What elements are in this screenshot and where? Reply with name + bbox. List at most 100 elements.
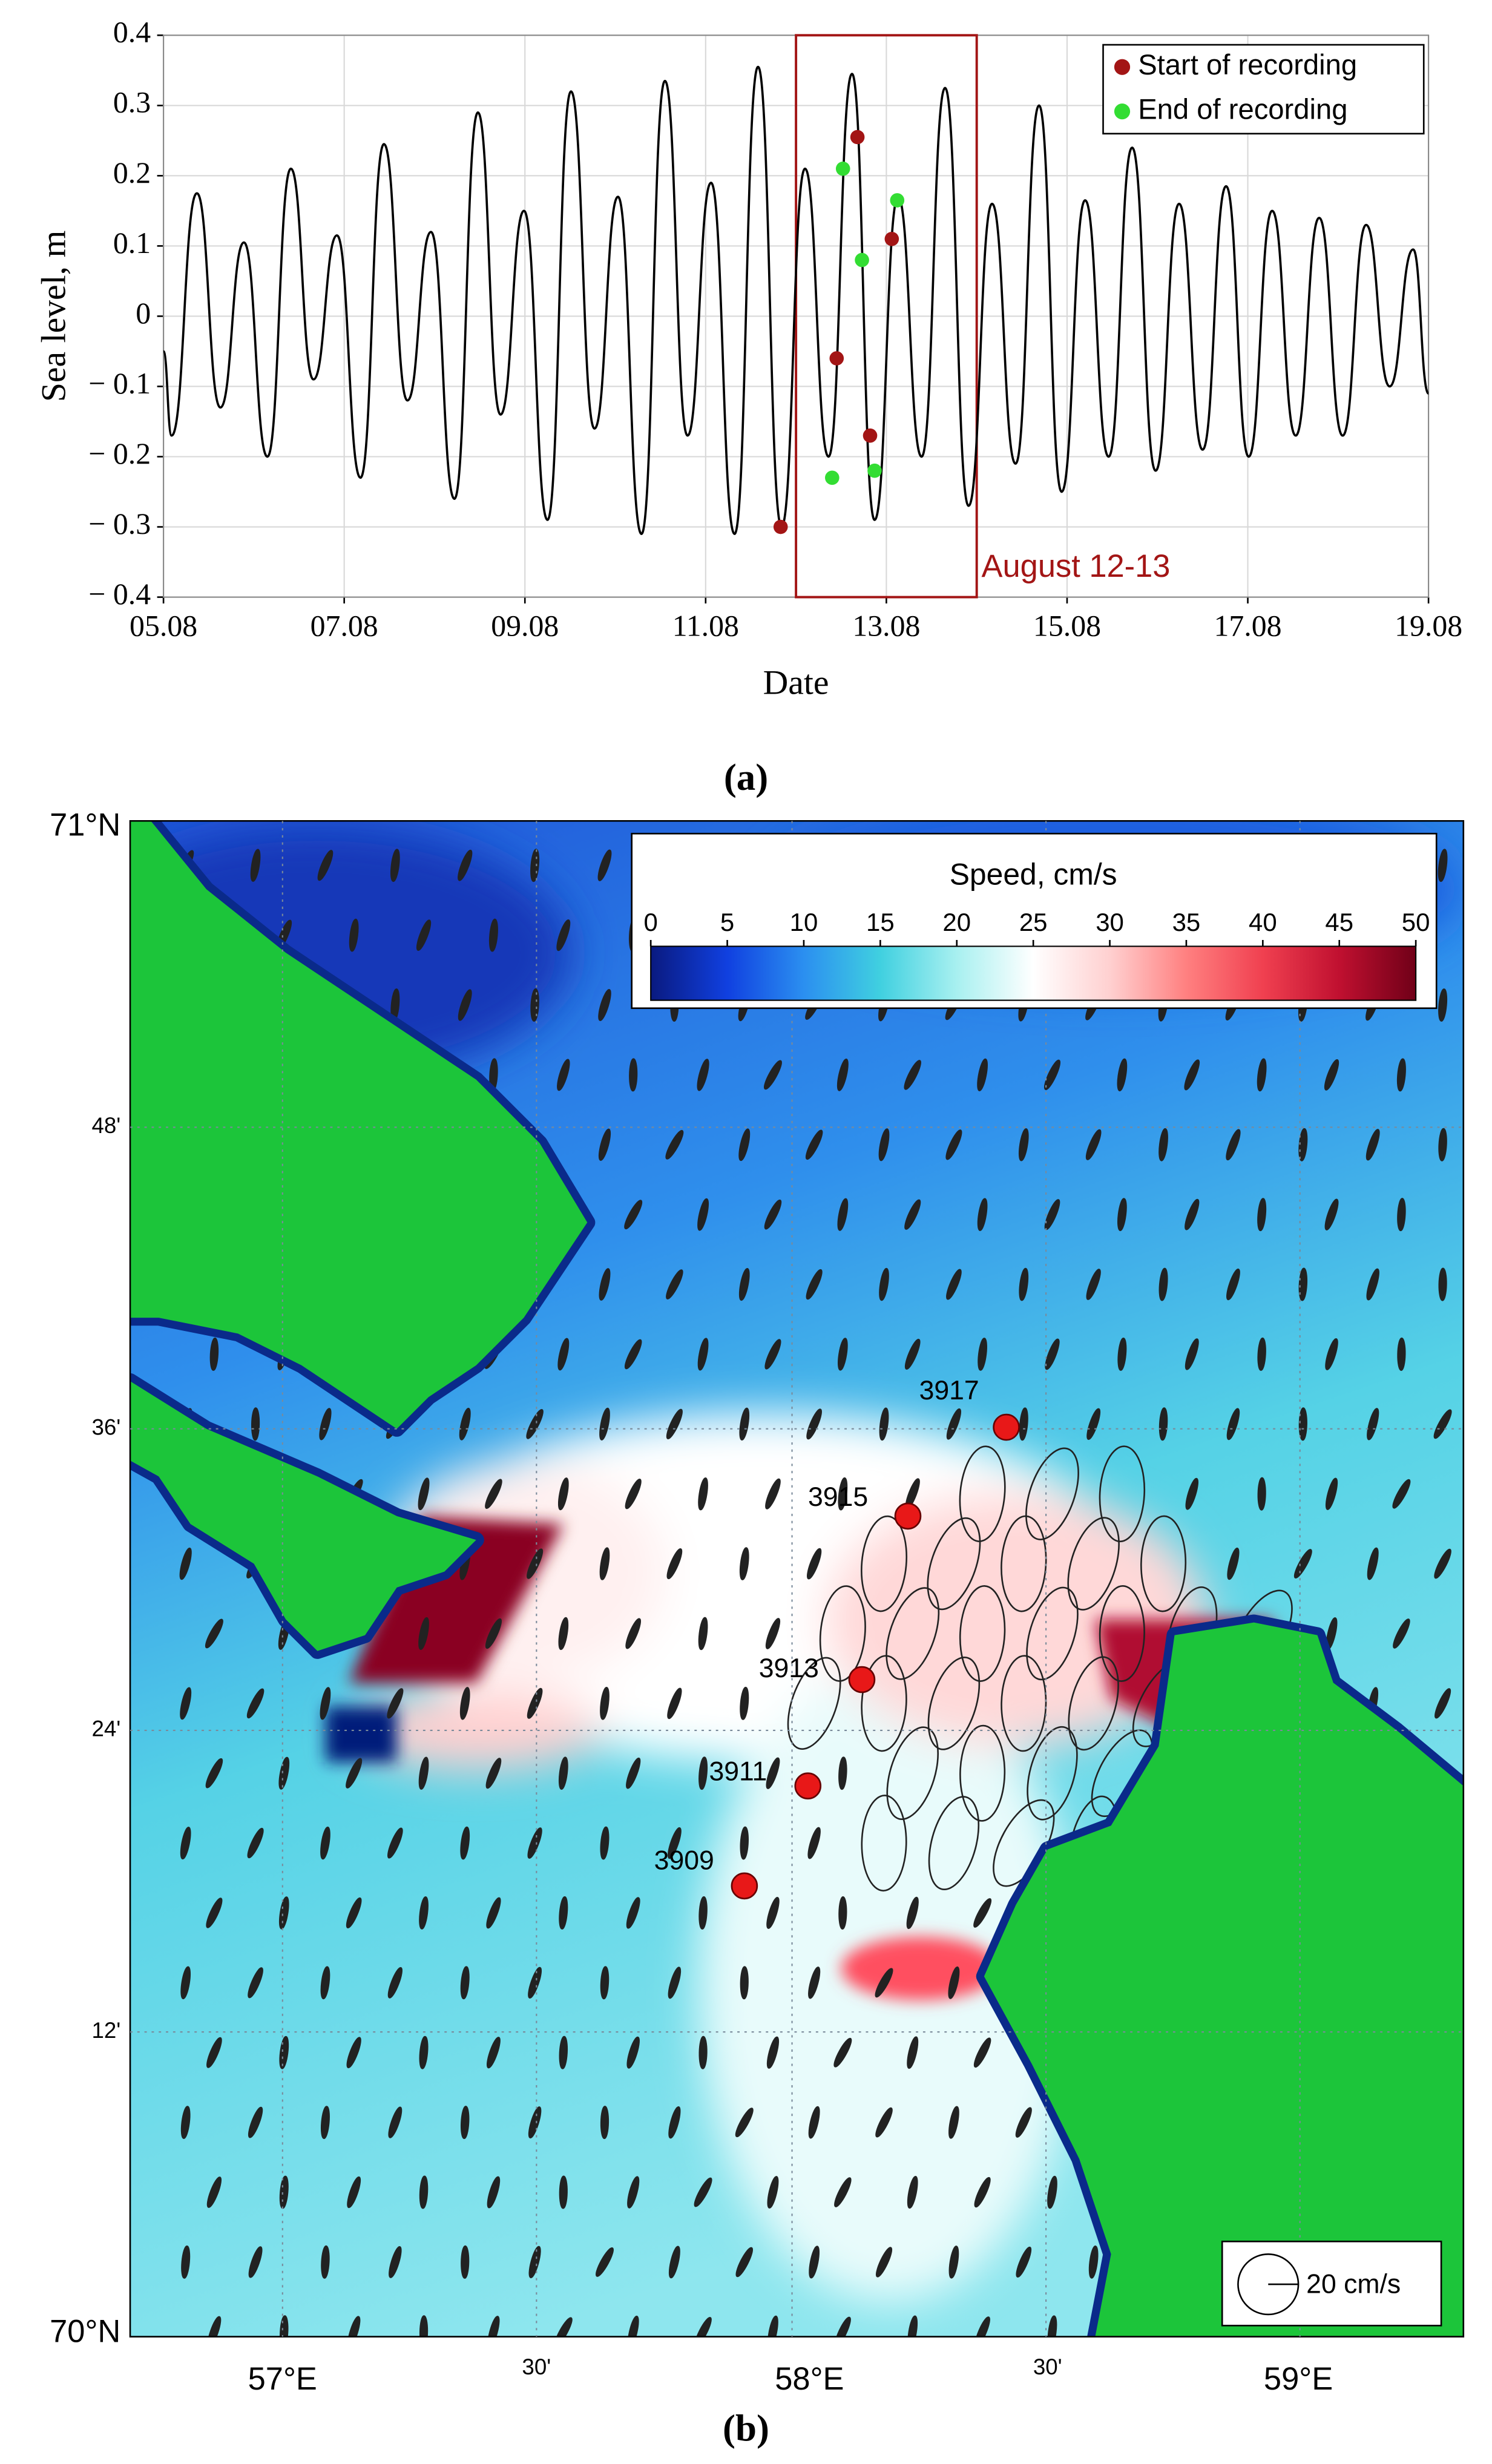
current-ellipse (1464, 1338, 1479, 1371)
current-ellipse (180, 2106, 191, 2139)
current-ellipse (347, 2316, 361, 2337)
panel-b: 3917 3915 3913 3911 3909 Speed, cm/s 0 5 10 15 2… (50, 808, 1480, 2397)
current-ellipse (694, 2177, 712, 2207)
current-ellipse (419, 2035, 429, 2069)
colorbar-tick-label: 20 (942, 908, 971, 936)
current-ellipse (1434, 1688, 1451, 1719)
current-ellipse (1019, 1267, 1029, 1301)
current-ellipse (487, 2176, 501, 2209)
current-ellipse (181, 2245, 191, 2279)
current-ellipse (1025, 1447, 1079, 1540)
current-ellipse (1464, 1198, 1479, 1231)
current-ellipse (1001, 1655, 1047, 1752)
current-ellipse (1463, 1059, 1480, 1091)
current-ellipse (598, 1128, 611, 1161)
current-ellipse (834, 2316, 851, 2337)
current-ellipse (459, 1687, 470, 1720)
current-ellipse (599, 1268, 611, 1301)
longitude-label: 59°E (1264, 2362, 1333, 2397)
highlight-label: August 12-13 (982, 549, 1171, 584)
colorbar: Speed, cm/s 0 5 10 15 20 25 30 35 40 45 50 (631, 832, 1438, 1010)
current-ellipse (838, 1477, 848, 1511)
current-ellipse (206, 2177, 222, 2208)
current-ellipse (600, 1826, 610, 1860)
current-ellipse (974, 2177, 991, 2208)
current-ellipse (278, 1896, 289, 1930)
current-ellipse (1467, 2037, 1476, 2069)
current-ellipse (599, 1547, 610, 1580)
current-ellipse (667, 1827, 682, 1859)
current-ellipse (1257, 1477, 1266, 1511)
current-ellipse (526, 1408, 544, 1439)
longitude-label: 30' (1033, 2354, 1062, 2379)
current-ellipse (766, 2036, 780, 2069)
latitude-label: 48' (91, 1113, 120, 1138)
x-tick-label: 13.08 (852, 609, 920, 642)
current-ellipse (321, 2245, 330, 2279)
current-ellipse (875, 1968, 893, 1998)
current-ellipse (1465, 1617, 1477, 1650)
current-ellipse (1438, 1267, 1447, 1301)
current-ellipse (694, 2316, 712, 2337)
current-ellipse (904, 1199, 921, 1230)
colorbar-tick-label: 0 (643, 908, 657, 936)
current-ellipse (1026, 1586, 1079, 1681)
x-tick-label: 17.08 (1214, 609, 1281, 642)
current-ellipse (1433, 1409, 1452, 1439)
current-ellipse (1117, 1198, 1127, 1232)
current-ellipse (698, 1896, 708, 1930)
sea-level-line (162, 65, 1430, 535)
current-ellipse (973, 1898, 992, 1928)
y-tick-label: − 0.3 (88, 507, 151, 540)
current-ellipse (819, 1585, 866, 1682)
current-ellipse (557, 1059, 570, 1091)
current-ellipse (978, 1338, 987, 1371)
current-ellipse (767, 2176, 779, 2209)
current-ellipse (1043, 1059, 1061, 1091)
current-ellipse (485, 1758, 502, 1789)
y-tick-label: 0.3 (113, 86, 151, 119)
current-ellipse (486, 2037, 501, 2069)
current-ellipse (627, 2315, 639, 2337)
x-tick-label: 09.08 (491, 609, 559, 642)
current-ellipse (1397, 1198, 1406, 1232)
current-ellipse (390, 849, 400, 882)
current-ellipse (1047, 2315, 1057, 2337)
current-ellipse (346, 2037, 361, 2069)
current-ellipse (419, 2315, 429, 2337)
current-ellipse (838, 1338, 848, 1371)
current-ellipse (808, 2106, 820, 2139)
colorbar-title: Speed, cm/s (950, 857, 1117, 891)
recording-point (773, 519, 788, 534)
current-ellipse (977, 1058, 988, 1091)
current-ellipse (461, 2245, 470, 2279)
current-ellipse (1140, 1515, 1187, 1612)
current-ellipse (668, 2246, 680, 2279)
current-ellipse (485, 1618, 502, 1649)
current-ellipse (1185, 1198, 1200, 1230)
current-ellipse (1068, 1656, 1119, 1751)
current-ellipse (838, 1896, 847, 1930)
x-tick-label: 05.08 (130, 609, 197, 642)
current-ellipse (320, 1966, 330, 2000)
longitude-label: 58°E (775, 2362, 844, 2397)
current-ellipse (806, 1548, 822, 1580)
current-ellipse (735, 2108, 754, 2138)
current-ellipse (1158, 1267, 1168, 1301)
current-ellipse (206, 1897, 223, 1928)
current-ellipse (766, 1897, 780, 1929)
current-ellipse (486, 1897, 501, 1929)
current-ellipse (248, 2246, 263, 2278)
current-ellipse (740, 1686, 749, 1720)
current-ellipse (973, 2037, 991, 2068)
current-ellipse (559, 1896, 568, 1930)
current-ellipse (861, 1515, 908, 1612)
colorbar-tick-label: 35 (1172, 908, 1201, 936)
current-ellipse (1298, 1267, 1308, 1301)
current-ellipse (1047, 2175, 1057, 2209)
current-ellipse (418, 1477, 430, 1511)
current-ellipse (320, 1687, 331, 1720)
current-ellipse (600, 1686, 610, 1720)
legend-marker (1114, 103, 1131, 120)
